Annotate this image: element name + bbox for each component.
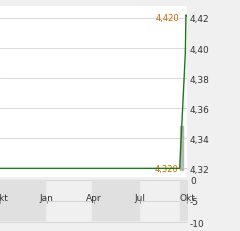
Text: Jul: Jul [135,193,146,202]
Text: Apr: Apr [86,193,102,202]
Text: 4,320: 4,320 [155,164,179,173]
Text: 4,420: 4,420 [155,14,179,23]
Text: Jan: Jan [40,193,54,202]
Text: Okt: Okt [0,193,8,202]
Bar [180,127,183,170]
Text: Okt: Okt [179,193,195,202]
